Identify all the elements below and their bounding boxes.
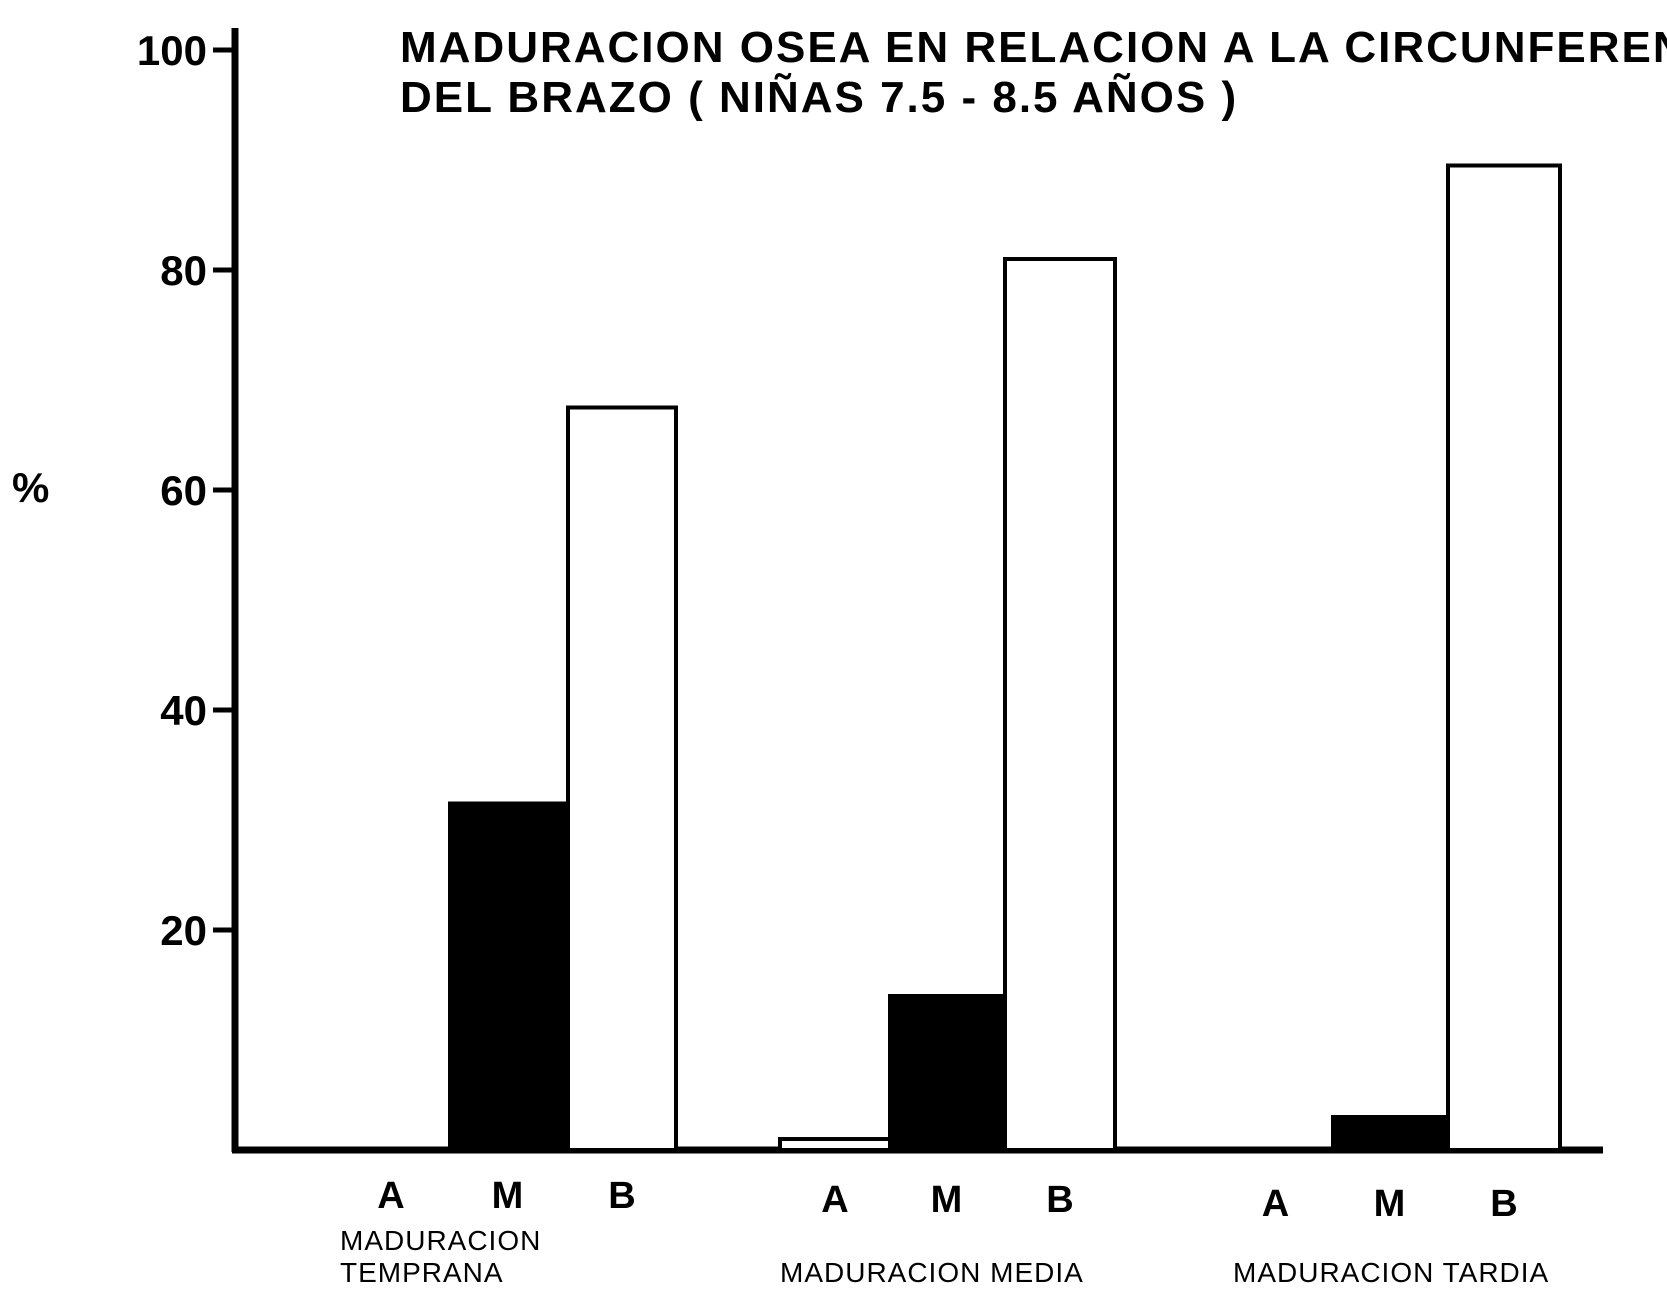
chart-title: MADURACION OSEA EN RELACION A LA CIRCUNF… <box>400 23 1667 122</box>
bar-a-group-2 <box>778 1137 892 1152</box>
y-tick-label: 20 <box>160 907 207 954</box>
y-tick-label: 80 <box>160 247 207 294</box>
chart-title-line-1: MADURACION OSEA EN RELACION A LA CIRCUNF… <box>400 23 1667 72</box>
x-category-label: A <box>821 1179 848 1221</box>
y-tick-label: 100 <box>137 27 207 74</box>
group-label: MADURACION MEDIA <box>780 1257 1084 1288</box>
group-label: MADURACION TARDIA <box>1233 1257 1549 1288</box>
group-label: MADURACION <box>340 1225 541 1256</box>
bar-m-group-1 <box>448 801 567 1152</box>
x-category-label: M <box>931 1179 963 1221</box>
bar-b-group-2 <box>1003 257 1117 1152</box>
bar-m-group-3 <box>1331 1115 1448 1152</box>
bar-m-group-2 <box>888 994 1005 1152</box>
x-category-label: B <box>1490 1183 1517 1225</box>
group-label: TEMPRANA <box>340 1257 504 1288</box>
chart-title-line-2: DEL BRAZO ( NIÑAS 7.5 - 8.5 AÑOS ) <box>400 72 1238 122</box>
x-category-label: A <box>377 1175 404 1217</box>
y-axis-label: % <box>12 464 49 511</box>
x-category-label: M <box>1374 1183 1406 1225</box>
bar-b-group-1 <box>566 405 678 1152</box>
x-category-label: M <box>492 1175 524 1217</box>
x-category-label: B <box>608 1175 635 1217</box>
x-category-label: A <box>1262 1183 1289 1225</box>
y-tick-label: 40 <box>160 687 207 734</box>
y-tick-label: 60 <box>160 467 207 514</box>
bar-b-group-3 <box>1446 163 1562 1152</box>
x-category-label: B <box>1046 1179 1073 1221</box>
